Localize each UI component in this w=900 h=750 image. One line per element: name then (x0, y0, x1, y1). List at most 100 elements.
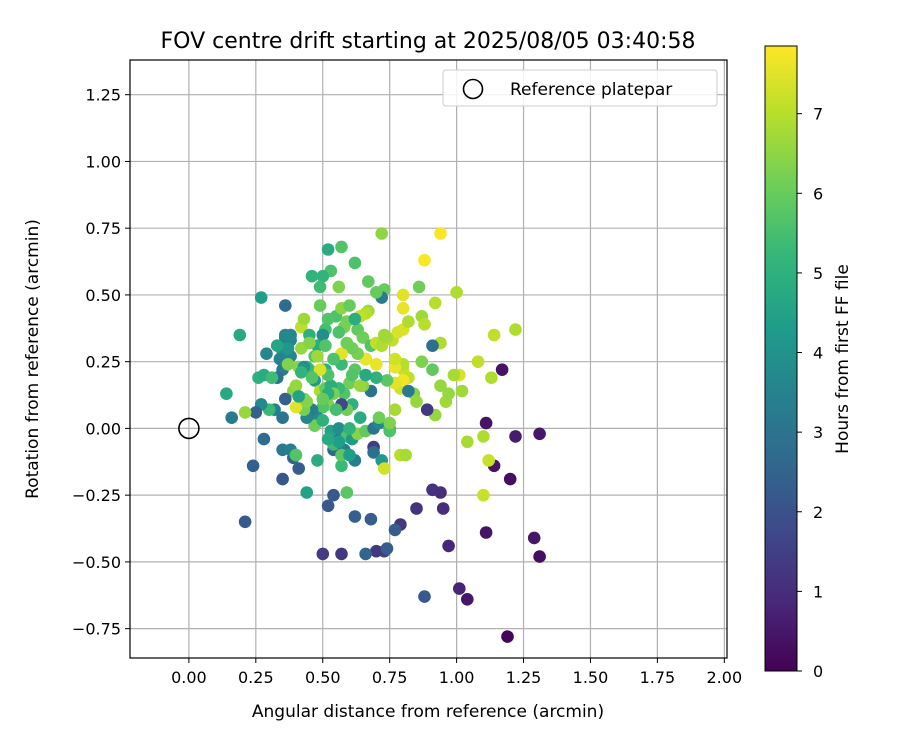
x-axis-label: Angular distance from reference (arcmin) (252, 702, 604, 722)
data-point (249, 406, 263, 419)
colorbar-tick-label: 4 (813, 344, 823, 363)
data-point (415, 355, 429, 369)
data-point (257, 432, 271, 446)
data-point (380, 374, 394, 387)
data-point (289, 448, 303, 462)
data-points (220, 227, 546, 643)
data-point (340, 336, 354, 350)
colorbar-tick-label: 3 (813, 423, 823, 442)
data-point (327, 488, 340, 502)
data-point (485, 371, 498, 385)
legend-box (442, 69, 718, 107)
data-point (348, 510, 362, 523)
data-point (477, 430, 490, 443)
data-point (479, 416, 493, 430)
data-point (455, 384, 469, 398)
data-point (303, 336, 316, 350)
colorbar-gradient (764, 45, 798, 672)
colorbar-tick-label: 6 (813, 184, 823, 203)
data-point (461, 593, 474, 606)
colorbar-tick-label: 7 (813, 105, 823, 124)
data-point (300, 486, 314, 499)
data-point (372, 411, 386, 425)
data-point (311, 454, 324, 467)
data-point (305, 371, 319, 385)
data-point (343, 422, 356, 435)
data-point (453, 582, 466, 595)
data-point (370, 358, 383, 371)
data-point (340, 486, 354, 499)
x-tick-label: 1.75 (640, 668, 676, 687)
data-point (332, 280, 346, 294)
data-point (284, 328, 297, 342)
data-point (246, 459, 260, 473)
data-point (509, 430, 522, 443)
data-point (329, 403, 343, 417)
data-point (281, 358, 295, 371)
y-axis: −0.75 −0.50 −0.25 0.00 0.25 0.50 0.75 1.00 1.25 (72, 86, 130, 639)
data-point (276, 411, 289, 425)
data-point (335, 240, 348, 254)
data-point (477, 488, 490, 502)
data-point (332, 435, 346, 449)
data-point (362, 275, 375, 288)
data-point (479, 526, 493, 539)
data-point (297, 312, 311, 326)
data-point (313, 363, 327, 377)
data-point (420, 403, 434, 417)
data-point (396, 288, 410, 302)
colorbar-tick-label: 1 (813, 582, 823, 601)
data-point (353, 411, 367, 425)
data-point (383, 416, 397, 430)
y-tick-label: −0.75 (72, 620, 121, 639)
data-point (292, 462, 306, 475)
data-point (332, 422, 346, 435)
data-point (402, 384, 415, 398)
data-point (220, 387, 233, 401)
data-point (378, 328, 391, 342)
data-point (402, 315, 415, 328)
data-point (238, 406, 252, 419)
data-point (450, 286, 463, 299)
data-point (533, 550, 546, 563)
colorbar-tick-label: 5 (813, 264, 823, 283)
x-tick-label: 2.00 (707, 668, 743, 687)
data-point (503, 472, 517, 486)
data-point (410, 502, 423, 515)
data-point (487, 328, 501, 342)
legend-entry-reference-platepar: Reference platepar (510, 80, 672, 100)
data-point (388, 352, 402, 366)
data-point (426, 339, 439, 353)
data-point (305, 269, 319, 283)
chart-title: FOV centre drift starting at 2025/08/05 … (161, 29, 696, 54)
data-point (321, 432, 335, 446)
data-point (316, 328, 330, 342)
data-point (319, 339, 332, 353)
data-point (238, 515, 252, 529)
data-point (348, 312, 362, 326)
data-point (313, 280, 327, 294)
colorbar-tick-label: 0 (813, 662, 823, 681)
data-point (327, 352, 340, 366)
data-point (380, 542, 394, 555)
data-point (434, 227, 447, 240)
data-point (426, 483, 439, 497)
data-point (418, 253, 431, 267)
x-tick-label: 1.50 (573, 668, 609, 687)
data-point (359, 547, 372, 561)
data-point (289, 400, 303, 414)
data-point (316, 269, 330, 283)
data-point (281, 342, 295, 355)
y-tick-label: 1.00 (85, 152, 121, 171)
data-point (348, 256, 362, 270)
data-point (321, 499, 335, 513)
data-point (418, 590, 431, 603)
data-point (260, 347, 273, 361)
y-tick-label: 0.75 (85, 219, 121, 238)
data-point (313, 299, 327, 312)
data-point (501, 630, 514, 643)
grid-lines (130, 60, 727, 658)
y-axis-label: Rotation from reference (arcmin) (23, 219, 43, 499)
data-point (447, 368, 461, 382)
x-tick-label: 0.75 (372, 668, 408, 687)
